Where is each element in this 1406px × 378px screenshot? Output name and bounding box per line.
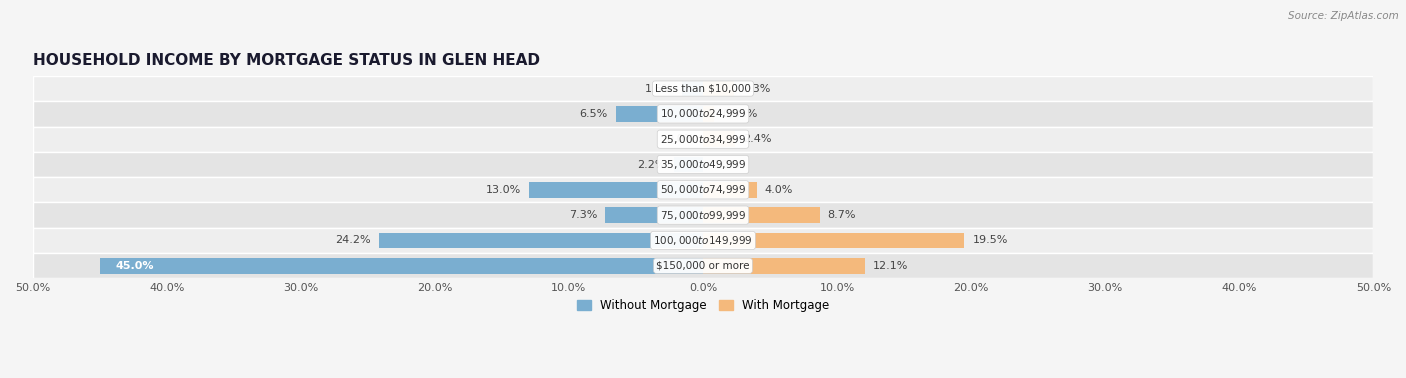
Bar bbox=[32, 177, 1374, 203]
Bar bbox=[703, 207, 820, 223]
Text: 7.3%: 7.3% bbox=[568, 210, 598, 220]
Bar bbox=[703, 232, 965, 248]
Text: 19.5%: 19.5% bbox=[973, 235, 1008, 245]
Bar bbox=[32, 203, 1374, 228]
Bar bbox=[703, 182, 756, 198]
Text: 0.81%: 0.81% bbox=[721, 109, 758, 119]
Text: 0.0%: 0.0% bbox=[666, 134, 695, 144]
Text: Source: ZipAtlas.com: Source: ZipAtlas.com bbox=[1288, 11, 1399, 21]
Bar bbox=[32, 152, 1374, 177]
Bar bbox=[703, 131, 735, 147]
Bar bbox=[32, 228, 1374, 253]
Text: 8.7%: 8.7% bbox=[828, 210, 856, 220]
Bar bbox=[616, 106, 703, 122]
Text: Less than $10,000: Less than $10,000 bbox=[655, 84, 751, 94]
Text: 0.0%: 0.0% bbox=[711, 160, 740, 169]
Bar bbox=[32, 253, 1374, 279]
Text: 13.0%: 13.0% bbox=[485, 185, 520, 195]
Bar bbox=[673, 156, 703, 172]
Bar bbox=[32, 101, 1374, 127]
Text: 2.4%: 2.4% bbox=[744, 134, 772, 144]
Text: 1.6%: 1.6% bbox=[645, 84, 673, 94]
Bar bbox=[703, 106, 714, 122]
Text: $75,000 to $99,999: $75,000 to $99,999 bbox=[659, 209, 747, 222]
Legend: Without Mortgage, With Mortgage: Without Mortgage, With Mortgage bbox=[572, 294, 834, 317]
Bar bbox=[32, 76, 1374, 101]
Text: 6.5%: 6.5% bbox=[579, 109, 607, 119]
Text: $10,000 to $24,999: $10,000 to $24,999 bbox=[659, 107, 747, 120]
Text: 2.3%: 2.3% bbox=[742, 84, 770, 94]
Bar bbox=[703, 81, 734, 96]
Text: 2.2%: 2.2% bbox=[637, 160, 665, 169]
Bar bbox=[378, 232, 703, 248]
Text: $150,000 or more: $150,000 or more bbox=[657, 261, 749, 271]
Bar bbox=[32, 127, 1374, 152]
Text: 24.2%: 24.2% bbox=[335, 235, 371, 245]
Bar bbox=[682, 81, 703, 96]
Text: $100,000 to $149,999: $100,000 to $149,999 bbox=[654, 234, 752, 247]
Bar bbox=[100, 258, 703, 274]
Bar bbox=[529, 182, 703, 198]
Text: HOUSEHOLD INCOME BY MORTGAGE STATUS IN GLEN HEAD: HOUSEHOLD INCOME BY MORTGAGE STATUS IN G… bbox=[32, 53, 540, 68]
Text: 45.0%: 45.0% bbox=[115, 261, 155, 271]
Text: $50,000 to $74,999: $50,000 to $74,999 bbox=[659, 183, 747, 196]
Text: 12.1%: 12.1% bbox=[873, 261, 908, 271]
Text: 4.0%: 4.0% bbox=[765, 185, 793, 195]
Text: $25,000 to $34,999: $25,000 to $34,999 bbox=[659, 133, 747, 146]
Text: $35,000 to $49,999: $35,000 to $49,999 bbox=[659, 158, 747, 171]
Bar bbox=[605, 207, 703, 223]
Bar bbox=[703, 258, 865, 274]
